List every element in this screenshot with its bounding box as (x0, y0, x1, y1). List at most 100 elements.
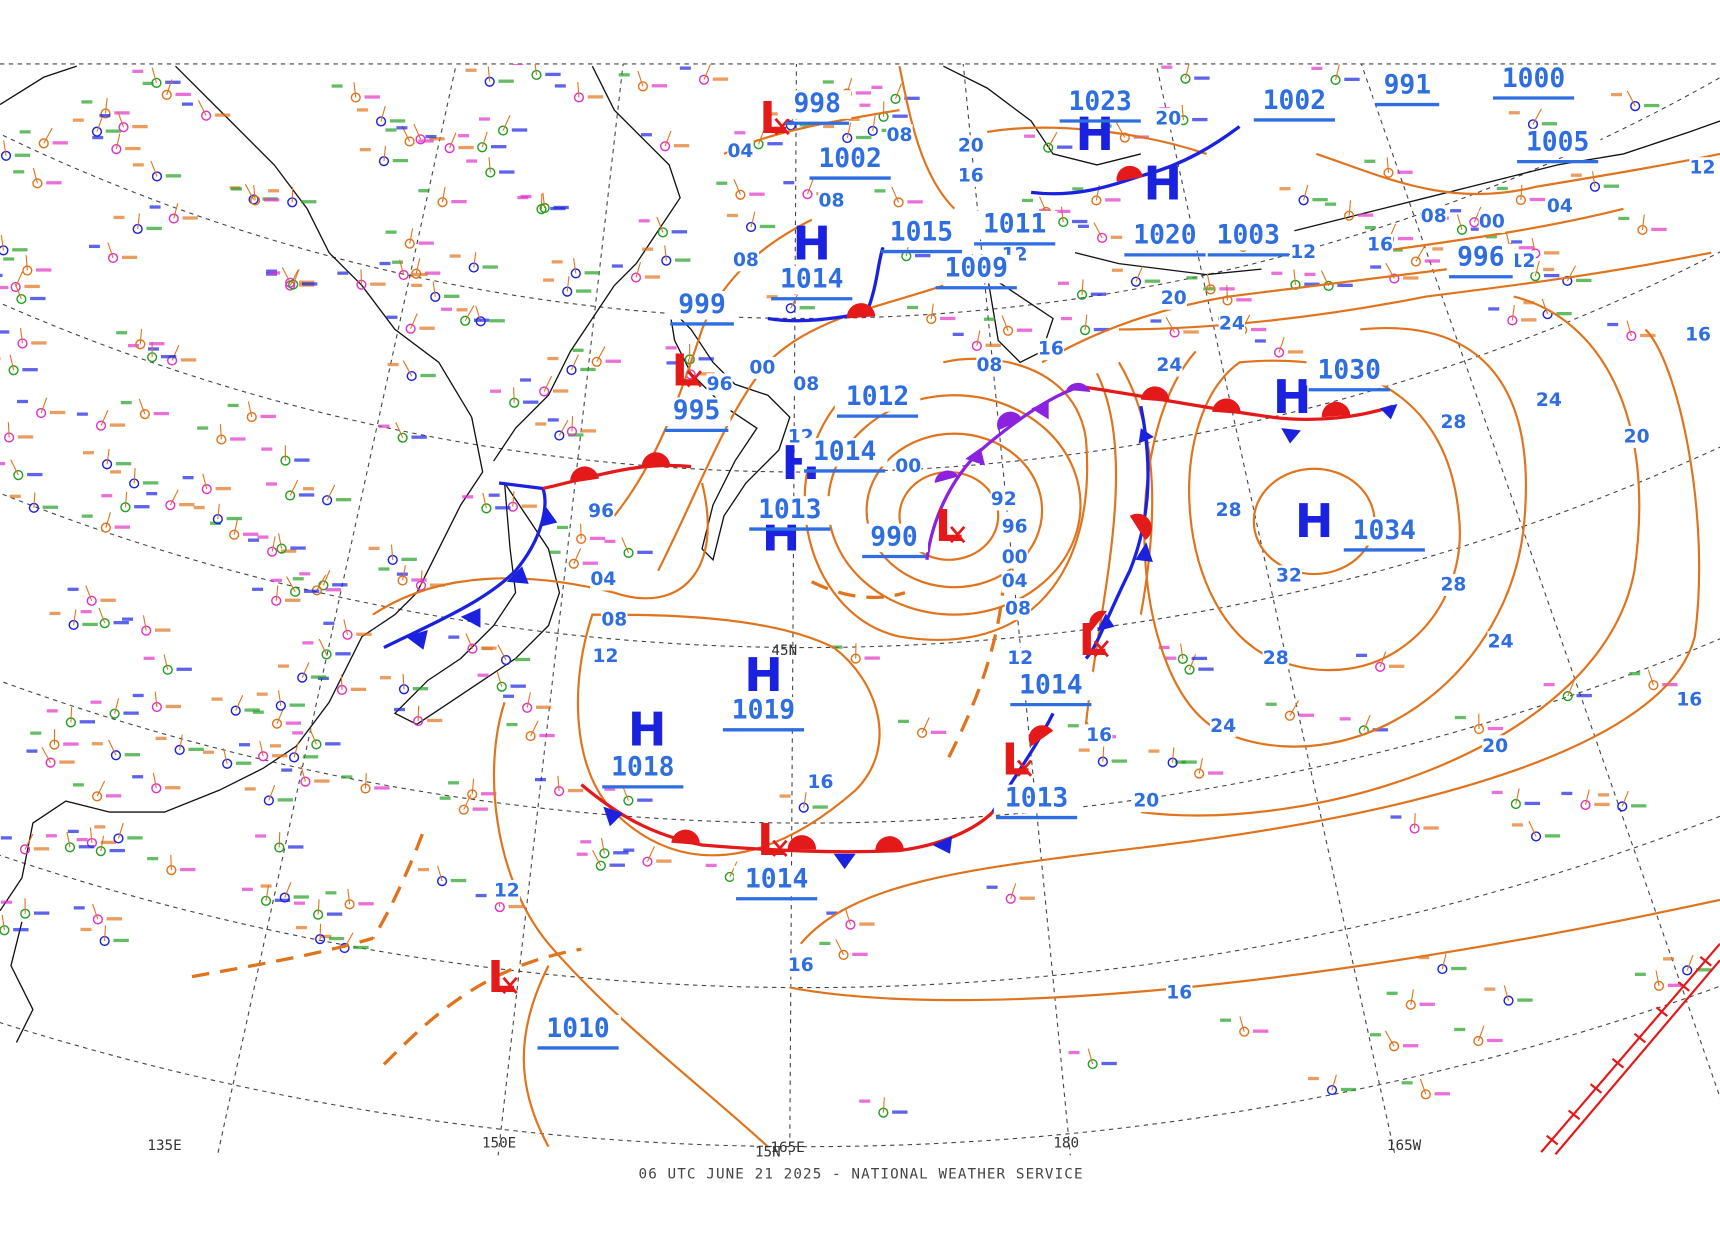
value-bg (1514, 128, 1601, 158)
station-data (1054, 209, 1071, 214)
isobar-label-bg (493, 880, 520, 903)
station-data (1111, 759, 1127, 763)
wind-barb (1363, 714, 1371, 731)
wind-barb (253, 185, 256, 201)
station-data (983, 317, 995, 321)
station (1239, 1026, 1250, 1037)
station (109, 708, 120, 719)
station-data (114, 525, 130, 529)
wind-barb (1334, 64, 1340, 81)
wind-barb (300, 766, 306, 782)
wind-barb (571, 354, 579, 371)
value-bg (1341, 517, 1428, 546)
station-data (1667, 983, 1684, 987)
station-data (182, 475, 194, 480)
station (599, 848, 610, 859)
wind-barb (380, 105, 386, 122)
station-data (675, 258, 691, 262)
station-data (673, 144, 690, 148)
station-data (1523, 301, 1535, 305)
station-data (115, 462, 132, 466)
station-data (749, 192, 765, 196)
station-data (1304, 272, 1316, 277)
station-data (1603, 184, 1620, 188)
station-data (1418, 955, 1430, 960)
station-data (17, 435, 34, 439)
station-data (1287, 350, 1304, 354)
station-data (855, 91, 872, 95)
wind-barb (1289, 700, 1299, 717)
station-data (396, 126, 408, 130)
wind-barb (664, 245, 667, 261)
station-data (549, 550, 561, 554)
station (1298, 195, 1309, 206)
wind-barb (41, 746, 52, 763)
value-bg (1122, 221, 1208, 251)
station-data (368, 546, 380, 551)
isobar-label-bg (1478, 210, 1505, 233)
station-data (613, 851, 629, 855)
station-data (503, 694, 515, 698)
station-data (99, 114, 111, 118)
station-data (458, 134, 470, 138)
station (10, 281, 21, 293)
station-data (19, 130, 31, 134)
station (300, 776, 311, 787)
station-data (378, 567, 390, 571)
station-data (1403, 276, 1419, 280)
station-data (651, 84, 668, 88)
isobar-label: 28 (1216, 500, 1242, 521)
station (436, 875, 448, 887)
station (13, 470, 24, 481)
station-data (582, 561, 598, 565)
station-data (295, 925, 307, 930)
station (497, 125, 509, 136)
value-bg (662, 397, 731, 426)
station-data (759, 224, 776, 229)
station (311, 739, 322, 750)
station-data (1016, 328, 1033, 332)
wind-barb (137, 213, 140, 230)
station-data (859, 922, 875, 926)
station-data (73, 906, 85, 910)
station (698, 74, 710, 85)
station (1323, 280, 1334, 291)
station (174, 744, 185, 755)
station (1130, 276, 1142, 287)
wind-barb (277, 533, 283, 549)
isobar-label-bg (807, 771, 834, 794)
isobar-label-bg (895, 455, 922, 478)
station (916, 727, 928, 738)
wind-barb (733, 179, 741, 195)
station-data (325, 891, 337, 895)
isobar-label-bg (1366, 234, 1394, 256)
station-data (419, 326, 435, 330)
isobar-label: 96 (707, 374, 733, 395)
station (444, 143, 455, 154)
station-data (1487, 726, 1504, 731)
station (842, 132, 853, 144)
station (1184, 664, 1195, 675)
station (1330, 74, 1341, 85)
wind-barb (1348, 200, 1352, 216)
isobar-label: 96 (1002, 516, 1028, 537)
pressure-value: 1011 (983, 210, 1046, 240)
station-data (1072, 219, 1088, 224)
wind-barb (1641, 214, 1645, 231)
station-data (180, 867, 196, 872)
station-data (1161, 65, 1173, 69)
station-data (1419, 1002, 1435, 1006)
isobar-label-bg (1166, 982, 1193, 1005)
station-data (149, 205, 161, 209)
isobar (1188, 359, 1461, 672)
station-data (1369, 1033, 1381, 1037)
isobar-label: 12 (1689, 158, 1715, 179)
station-data (0, 285, 9, 290)
station-data (1150, 319, 1162, 323)
wind-barb (179, 734, 183, 750)
wind-barb (1093, 222, 1103, 239)
wind-barb (573, 548, 582, 564)
high-symbol: H (1273, 370, 1312, 424)
wind-barb (169, 489, 179, 506)
